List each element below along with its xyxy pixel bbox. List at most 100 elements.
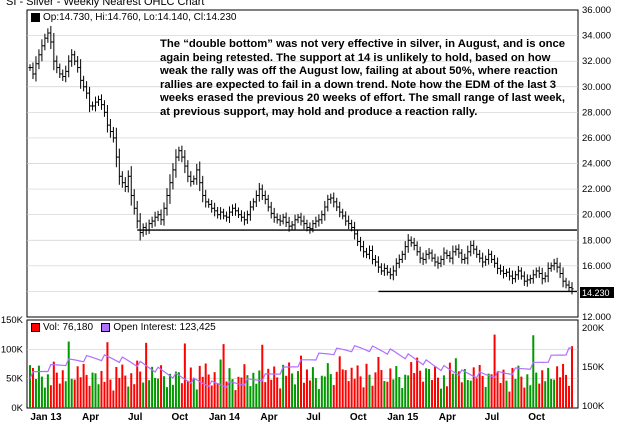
volume-legend-marker xyxy=(31,322,40,332)
ohlc-bar xyxy=(409,236,413,247)
ohlc-bar xyxy=(242,211,247,226)
ohlc-bar xyxy=(466,245,470,265)
volume-bar xyxy=(243,364,246,408)
volume-bar xyxy=(532,335,535,408)
volume-bar xyxy=(177,372,180,408)
volume-bar xyxy=(180,383,183,408)
volume-bar xyxy=(160,365,163,408)
ohlc-bar xyxy=(84,81,89,99)
volume-bar xyxy=(451,373,454,408)
last-price-box xyxy=(580,287,614,298)
volume-bar xyxy=(165,387,168,408)
ohlc-bar xyxy=(457,244,461,259)
volume-bar xyxy=(439,388,442,408)
ohlc-bar xyxy=(397,254,401,269)
ohlc-bar xyxy=(76,56,80,73)
ohlc-bar xyxy=(186,160,190,183)
ohlc-bar xyxy=(448,251,452,263)
ohlc-bar xyxy=(433,253,437,267)
volume-bar xyxy=(386,381,389,408)
volume-bar xyxy=(550,378,553,408)
volume-bar xyxy=(380,370,383,408)
ohlc-bar xyxy=(168,174,172,204)
ohlc-bar xyxy=(504,268,509,277)
ohlc-bar xyxy=(260,184,264,201)
volume-bar xyxy=(297,371,300,408)
ohlc-bar xyxy=(290,221,294,231)
volume-bar xyxy=(445,386,448,408)
oi-y-tick-label: 200K xyxy=(582,323,605,334)
volume-bar xyxy=(314,378,317,408)
volume-bar xyxy=(183,343,186,408)
volume-bar xyxy=(118,377,121,408)
volume-bar xyxy=(365,363,368,408)
volume-bar xyxy=(261,344,264,408)
volume-bar xyxy=(285,375,288,408)
x-tick-label: Apr xyxy=(439,412,456,423)
ohlc-bar xyxy=(513,270,518,283)
volume-bar xyxy=(520,376,523,408)
ohlc-bar xyxy=(329,193,333,204)
volume-bar xyxy=(568,385,571,408)
ohlc-bar xyxy=(233,203,238,216)
volume-bar xyxy=(341,369,344,408)
ohlc-bar xyxy=(347,215,351,230)
ohlc-bar xyxy=(96,95,101,106)
volume-bar xyxy=(124,375,127,408)
ohlc-bar xyxy=(224,211,229,222)
ohlc-bar xyxy=(516,265,520,280)
ohlc-bar xyxy=(272,207,276,223)
ohlc-bar xyxy=(344,211,348,226)
volume-bar xyxy=(40,376,43,408)
volume-bar xyxy=(198,365,201,408)
volume-bar xyxy=(255,383,258,408)
volume-bar xyxy=(454,358,457,408)
ohlc-bar xyxy=(40,39,44,62)
ohlc-bar xyxy=(302,215,306,230)
ohlc-bar xyxy=(204,189,208,208)
volume-bar xyxy=(320,375,323,408)
ohlc-bar xyxy=(454,245,458,256)
volume-bar xyxy=(407,375,410,408)
price-y-tick-label: 30.000 xyxy=(582,82,611,93)
volume-bar xyxy=(154,377,157,408)
volume-bar xyxy=(231,379,234,408)
volume-bar xyxy=(31,367,34,408)
ohlc-bar xyxy=(165,188,169,216)
ohlc-bar xyxy=(156,210,160,222)
volume-bar xyxy=(466,379,469,408)
volume-bar xyxy=(541,370,544,408)
volume-bar xyxy=(377,356,380,408)
volume-bar xyxy=(207,374,210,408)
volume-bar xyxy=(136,360,139,408)
volume-bar xyxy=(460,382,463,408)
volume-bar xyxy=(237,376,240,408)
volume-bar xyxy=(374,372,377,408)
ohlc-bars xyxy=(28,25,574,295)
ohlc-bar xyxy=(55,55,59,74)
volume-bar xyxy=(499,382,502,408)
ohlc-bar xyxy=(495,257,500,275)
volume-bar xyxy=(273,366,276,408)
ohlc-bar xyxy=(70,49,74,67)
ohlc-bar xyxy=(58,63,62,78)
ohlc-bar xyxy=(478,249,482,263)
ohlc-bar xyxy=(430,249,434,262)
volume-bar xyxy=(192,378,195,408)
ohlc-bar xyxy=(126,170,130,193)
volume-bar xyxy=(282,364,285,408)
ohlc-bar xyxy=(34,56,38,82)
ohlc-bar xyxy=(412,237,416,251)
ohlc-bar xyxy=(487,249,491,265)
oi-legend-marker xyxy=(101,322,111,332)
ohlc-bar xyxy=(394,258,398,276)
ohlc-bar xyxy=(183,150,187,174)
volume-bar xyxy=(228,368,231,408)
volume-bar xyxy=(329,374,332,408)
ohlc-bar xyxy=(266,194,270,212)
x-tick-label: Jul xyxy=(485,412,500,423)
volume-bar xyxy=(317,389,320,408)
price-y-tick-label: 24.000 xyxy=(582,159,611,170)
volume-bar xyxy=(517,365,520,408)
